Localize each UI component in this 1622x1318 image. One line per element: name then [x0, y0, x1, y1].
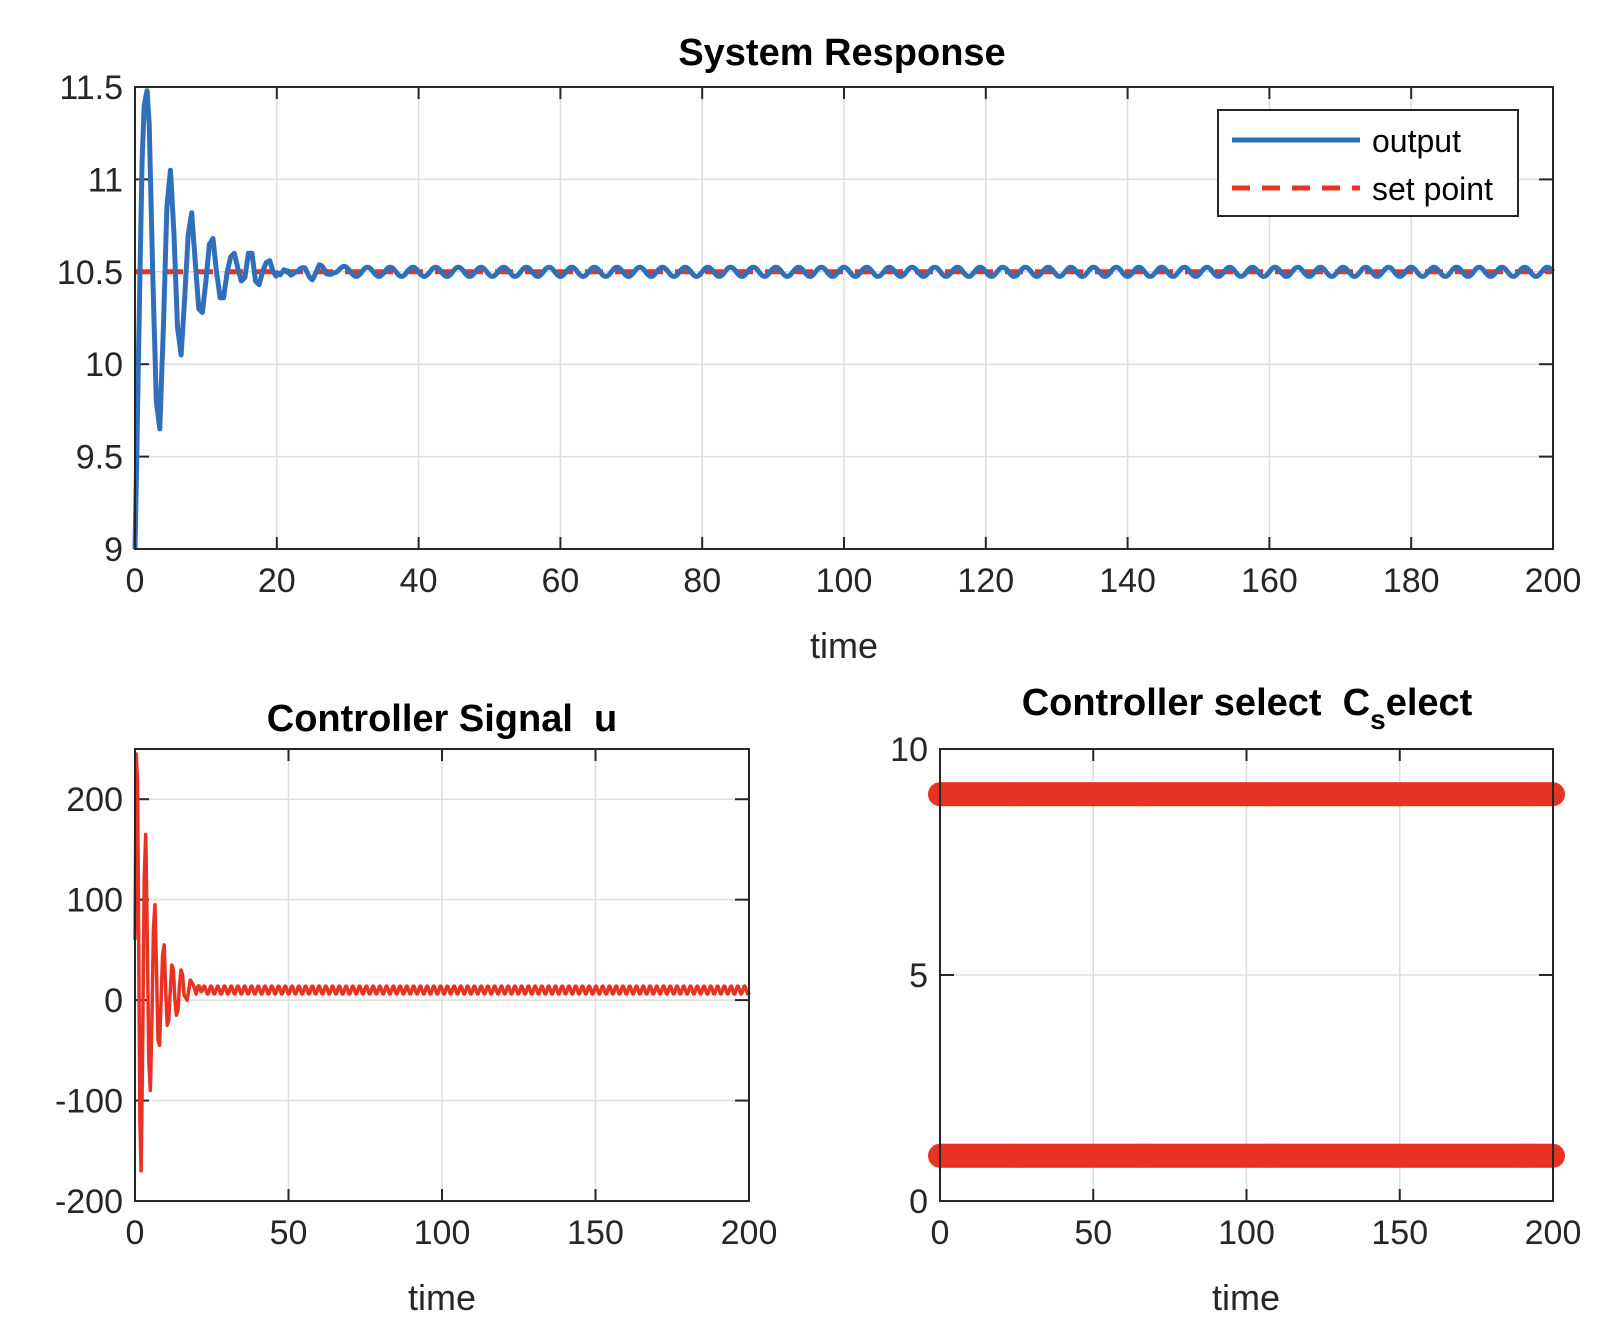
- response-xtick-label: 100: [816, 562, 873, 600]
- response-axes-box: [134, 86, 1554, 550]
- select-title-suffix: elect: [1386, 682, 1473, 724]
- response-xlabel: time: [810, 625, 878, 666]
- control-ytick-label: 0: [104, 982, 123, 1020]
- select-xtick-label: 100: [1218, 1214, 1275, 1252]
- select-xlabel: time: [1212, 1277, 1280, 1318]
- control-xtick-label: 0: [126, 1214, 145, 1252]
- response-title: System Response: [678, 32, 1005, 74]
- select-ytick-label: 10: [890, 731, 928, 769]
- select-xtick-label: 50: [1074, 1214, 1112, 1252]
- control-xtick-label: 50: [270, 1214, 308, 1252]
- response-ticks: 0 20 40 60 80 100 120 140 160 180 200 9 9.5 10 10.5 11 1…: [57, 69, 1582, 600]
- select-title: Controller select Cselect: [1022, 682, 1473, 735]
- response-xtick-label: 0: [126, 562, 145, 600]
- select-title-main: Controller select C: [1022, 682, 1370, 724]
- response-xtick-label: 80: [683, 562, 721, 600]
- response-axes: System Response 0 20 40 60 80 100 120 140 160 180…: [57, 32, 1582, 666]
- control-xtick-label: 200: [721, 1214, 778, 1252]
- control-title: Controller Signal u: [267, 698, 617, 740]
- control-xlabel: time: [408, 1277, 476, 1318]
- response-ytick-label: 11: [88, 161, 123, 199]
- select-axes: Controller select Cselect 0 50 100 150 200 0 5…: [890, 682, 1581, 1318]
- select-ytick-label: 5: [909, 957, 928, 995]
- response-ytick-label: 10.5: [57, 254, 123, 292]
- response-xtick-label: 20: [258, 562, 296, 600]
- output-series-line: [132, 88, 1555, 550]
- u-series-line: [133, 752, 751, 1173]
- select-xtick-label: 0: [931, 1214, 950, 1252]
- select-axes-box: [939, 748, 1554, 1202]
- response-xtick-label: 120: [957, 562, 1014, 600]
- response-ytick-label: 9.5: [76, 439, 123, 477]
- control-axes: Controller Signal u 0 50 100 150 200 -200 -100…: [55, 698, 777, 1318]
- legend-box: [1217, 109, 1519, 217]
- control-ytick-label: -200: [55, 1183, 123, 1221]
- response-xtick-label: 180: [1383, 562, 1440, 600]
- control-xtick-label: 100: [414, 1214, 471, 1252]
- legend-output-label: output: [1372, 123, 1461, 159]
- response-ytick-label: 10: [85, 346, 123, 384]
- control-ytick-label: 200: [66, 781, 123, 819]
- select-ticks: 0 50 100 150 200 0 5 10: [890, 731, 1581, 1252]
- response-xtick-label: 160: [1241, 562, 1298, 600]
- response-series: [132, 88, 1555, 550]
- select-xtick-label: 200: [1525, 1214, 1582, 1252]
- response-xtick-label: 60: [541, 562, 579, 600]
- response-xtick-label: 40: [400, 562, 438, 600]
- control-xtick-label: 150: [567, 1214, 624, 1252]
- response-xtick-label: 200: [1525, 562, 1582, 600]
- select-series: [928, 782, 1565, 1168]
- response-ytick-label: 9: [104, 531, 123, 569]
- select-xtick-label: 150: [1371, 1214, 1428, 1252]
- legend-setpoint-label: set point: [1372, 171, 1493, 207]
- control-ticks: 0 50 100 150 200 -200 -100 0 100 200: [55, 749, 777, 1252]
- control-series: [133, 752, 751, 1173]
- response-ytick-label: 11.5: [59, 69, 123, 107]
- control-axes-box: [134, 748, 750, 1202]
- response-legend: output set point: [1217, 109, 1519, 217]
- select-ytick-label: 0: [909, 1183, 928, 1221]
- select-title-subscript: s: [1370, 704, 1386, 735]
- response-xtick-label: 140: [1099, 562, 1156, 600]
- control-ytick-label: 100: [66, 882, 123, 920]
- control-ytick-label: -100: [55, 1083, 123, 1121]
